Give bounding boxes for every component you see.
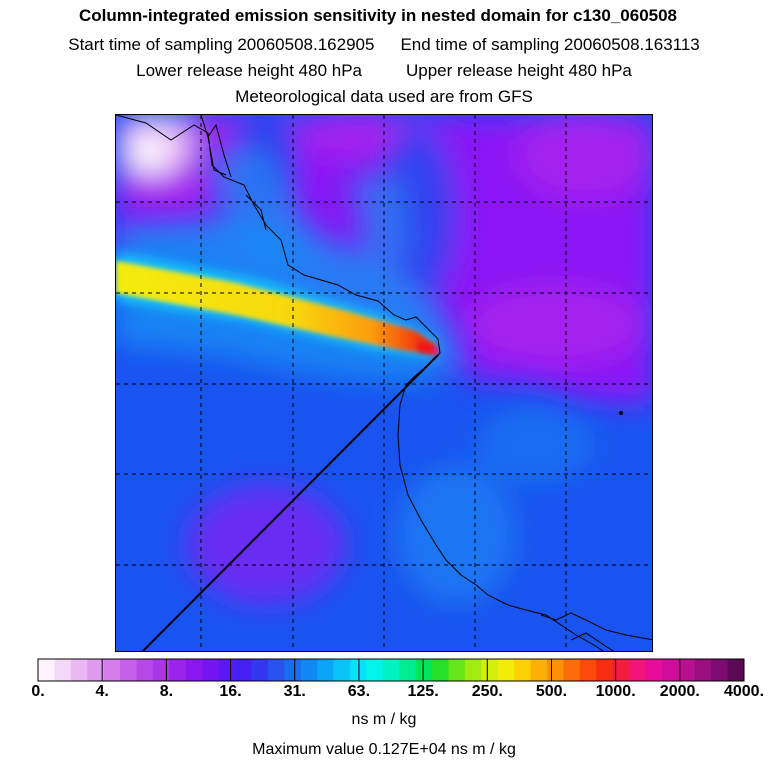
- colorbar-segment: [661, 659, 679, 681]
- colorbar-segment: [366, 659, 384, 681]
- colorbar-segment: [727, 659, 745, 681]
- colorbar-segment: [333, 659, 351, 681]
- colorbar-tick-label: 500.: [535, 683, 568, 700]
- colorbar-segment: [694, 659, 712, 681]
- emission-sensitivity-map: [115, 114, 653, 652]
- colorbar-segment: [152, 659, 170, 681]
- colorbar-segment: [169, 659, 187, 681]
- colorbar-segment: [579, 659, 597, 681]
- coastline: [116, 115, 652, 651]
- colorbar-segment: [251, 659, 269, 681]
- island-marker: [619, 411, 623, 415]
- colorbar-segment: [70, 659, 88, 681]
- emission-plume: [116, 261, 439, 356]
- colorbar-border: [37, 658, 745, 682]
- colorbar-segment: [481, 659, 499, 681]
- colorbar-tick-label: 0.: [31, 683, 45, 700]
- colorbar-tick-label: 16.: [219, 683, 242, 700]
- colorbar-segment: [317, 659, 335, 681]
- colorbar-segment: [54, 659, 72, 681]
- colorbar-segment: [497, 659, 515, 681]
- colorbar-segment: [711, 659, 729, 681]
- colorbar: [37, 658, 745, 682]
- colorbar-segment: [415, 659, 433, 681]
- colorbar-segment: [300, 659, 318, 681]
- colorbar-segment: [202, 659, 220, 681]
- colorbar-segment: [218, 659, 236, 681]
- colorbar-segment: [629, 659, 646, 681]
- colorbar-units: ns m / kg: [351, 711, 417, 728]
- colorbar-segment: [530, 659, 548, 681]
- colorbar-segment: [235, 659, 252, 681]
- start-time-label: Start time of sampling 20060508.162905: [68, 35, 375, 54]
- lower-release-label: Lower release height 480 hPa: [136, 61, 362, 80]
- colorbar-segment: [596, 659, 614, 681]
- colorbar-segment: [448, 659, 466, 681]
- colorbar-segment: [514, 659, 532, 681]
- colorbar-segment: [645, 659, 663, 681]
- end-time-label: End time of sampling 20060508.163113: [400, 35, 700, 54]
- release-heights: Lower release height 480 hPa Upper releas…: [0, 61, 768, 81]
- colorbar-tick-label: 8.: [159, 683, 174, 700]
- map-canvas: [116, 115, 652, 651]
- colorbar-segment: [464, 659, 482, 681]
- colorbar-tick-label: 1000.: [595, 683, 636, 700]
- colorbar-tick-label: 125.: [407, 683, 439, 700]
- upper-release-label: Upper release height 480 hPa: [406, 61, 632, 80]
- sampling-times: Start time of sampling 20060508.162905 En…: [0, 35, 768, 55]
- lat-lon-grid: [116, 115, 652, 651]
- colorbar-segment: [103, 659, 121, 681]
- colorbar-segment: [267, 659, 285, 681]
- colorbar-segment: [87, 659, 105, 681]
- colorbar-segment: [546, 659, 564, 681]
- colorbar-segment: [678, 659, 696, 681]
- met-data-label: Meteorological data used are from GFS: [235, 87, 533, 106]
- colorbar-segment: [399, 659, 417, 681]
- colorbar-tick-label: 31.: [283, 683, 306, 700]
- colorbar-tick-label: 63.: [347, 683, 371, 700]
- colorbar-tick-label: 4.: [95, 683, 109, 700]
- colorbar-segment: [136, 659, 154, 681]
- colorbar-segment: [120, 659, 138, 681]
- colorbar-tick-label: 4000.: [723, 683, 765, 700]
- map-title: Column-integrated emission sensitivity i…: [78, 6, 678, 25]
- colorbar-segment: [612, 659, 630, 681]
- colorbar-segment: [284, 659, 302, 681]
- colorbar-segment: [563, 659, 581, 681]
- colorbar-segment: [185, 659, 203, 681]
- colorbar-tick-label: 250.: [471, 683, 503, 700]
- colorbar-segment: [38, 659, 55, 681]
- trajectory-line: [141, 354, 439, 651]
- maximum-value-label: Maximum value 0.127E+04 ns m / kg: [252, 741, 516, 758]
- colorbar-segment: [432, 659, 449, 681]
- colorbar-tick-label: 2000.: [659, 683, 700, 700]
- colorbar-segment: [382, 659, 400, 681]
